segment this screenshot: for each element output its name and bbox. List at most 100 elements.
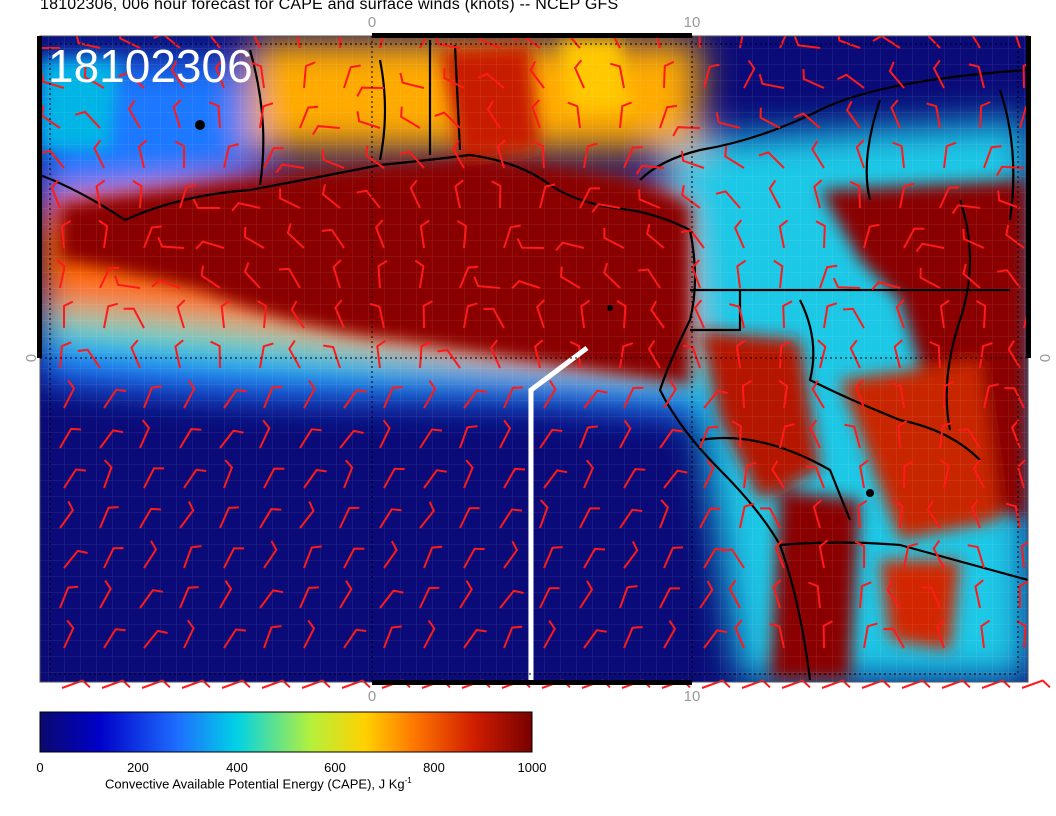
wind-barb: [703, 389, 728, 409]
wind-barb: [192, 198, 220, 209]
colorbar-tick-1000: 1000: [517, 760, 547, 775]
wind-barb: [323, 344, 341, 369]
wind-barb: [1005, 502, 1021, 529]
wind-barb: [603, 262, 621, 289]
wind-barb: [399, 72, 425, 89]
wind-barb: [612, 36, 621, 49]
wind-barb: [290, 300, 305, 329]
wind-barb: [303, 468, 327, 489]
wind-barb: [63, 468, 87, 489]
wind-barb: [512, 36, 541, 49]
wind-barb: [680, 229, 705, 249]
wind-barb: [583, 629, 607, 649]
wind-barb: [278, 267, 301, 289]
wind-barb: [334, 299, 345, 329]
wind-barb: [701, 679, 731, 689]
wind-barb: [863, 622, 878, 649]
wind-barb: [259, 508, 282, 529]
wind-barb: [223, 628, 247, 649]
wind-barb: [179, 586, 199, 609]
wind-barb: [619, 585, 638, 609]
wind-barb: [511, 280, 541, 290]
wind-barb: [303, 379, 316, 409]
wind-barb: [63, 619, 75, 649]
wind-barb: [793, 112, 821, 129]
wind-barb: [979, 342, 993, 369]
wind-barb: [419, 341, 432, 369]
wind-barb: [809, 419, 821, 449]
wind-barb: [99, 506, 119, 529]
wind-barb: [758, 151, 785, 169]
wind-barb: [459, 265, 479, 289]
wind-barb: [303, 545, 322, 569]
wind-barb: [778, 219, 789, 249]
wind-barb: [569, 340, 581, 369]
colorbar-tick-200: 200: [127, 760, 149, 775]
wind-barb: [721, 548, 745, 569]
wind-barb: [743, 461, 757, 489]
wind-barb: [452, 139, 465, 169]
wind-barb: [623, 540, 639, 569]
wind-barb: [560, 266, 581, 289]
wind-barb: [463, 547, 485, 569]
wind-barb: [459, 507, 480, 529]
wind-barb: [423, 469, 447, 489]
wind-barb: [859, 459, 869, 489]
wind-barb: [311, 125, 341, 136]
wind-barb: [119, 36, 141, 49]
wind-barb: [343, 64, 361, 89]
wind-barb: [459, 425, 478, 449]
wind-barb: [539, 428, 563, 449]
wind-barb: [926, 36, 941, 49]
wind-barb: [499, 508, 523, 529]
wind-barb: [951, 204, 981, 215]
wind-barb: [414, 259, 425, 289]
wind-barb: [343, 459, 354, 489]
wind-barb: [489, 339, 501, 369]
wind-barb: [209, 36, 221, 49]
wind-barb: [259, 102, 274, 129]
wind-barb: [886, 580, 901, 609]
wind-barb: [50, 179, 61, 209]
bottom-tick-10: 10: [684, 688, 701, 705]
wind-barb: [699, 580, 714, 609]
wind-barb: [456, 219, 467, 249]
colorbar-label-main: Convective Available Potential Energy (C…: [105, 776, 405, 792]
wind-barb: [251, 62, 265, 89]
wind-barb: [339, 580, 353, 609]
wind-barb: [739, 502, 755, 529]
wind-barb: [356, 189, 381, 209]
wind-barb: [533, 141, 545, 169]
wind-barb: [543, 546, 563, 569]
wind-barb: [99, 579, 112, 609]
wind-barb: [103, 302, 119, 329]
wind-barb: [919, 267, 941, 289]
wind-barb: [423, 545, 443, 569]
wind-barb: [61, 679, 91, 689]
wind-barb: [859, 581, 872, 609]
wind-barb: [779, 36, 787, 49]
wind-barb: [543, 469, 568, 489]
wind-barb: [968, 63, 985, 89]
wind-barb: [379, 589, 404, 609]
wind-barb: [682, 344, 701, 369]
colorbar-tick-0: 0: [36, 760, 44, 775]
axis-bars: [37, 33, 1031, 685]
wind-barb: [760, 507, 781, 529]
wind-barb: [567, 101, 581, 129]
wind-barb: [811, 380, 825, 409]
wind-barb: [845, 100, 861, 129]
colorbar-tick-400: 400: [226, 760, 248, 775]
wind-barb: [516, 238, 545, 249]
islands: [195, 120, 874, 497]
wind-barb: [103, 628, 126, 649]
wind-barb: [583, 459, 595, 489]
wind-barb: [817, 339, 827, 369]
wind-barb: [939, 299, 950, 329]
wind-barb: [863, 223, 880, 249]
wind-barb: [681, 185, 701, 209]
wind-barb: [419, 501, 435, 529]
wind-barb: [890, 99, 901, 129]
wind-barb: [972, 459, 985, 489]
colorbar-tick-800: 800: [423, 760, 445, 775]
